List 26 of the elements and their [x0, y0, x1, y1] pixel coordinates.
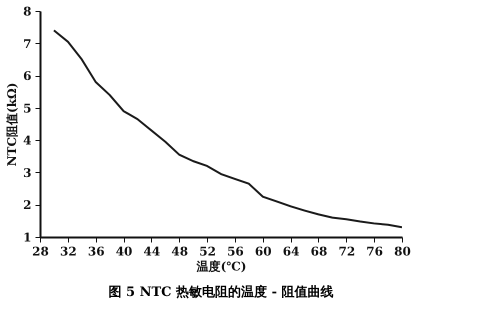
- x-tick-label: 76: [366, 244, 384, 258]
- x-tick-label: 40: [116, 244, 132, 258]
- x-tick-label: 56: [227, 244, 244, 258]
- y-tick-label: 2: [23, 198, 32, 212]
- text: 图 5 NTC 热敏电阻的温度 - 阻值曲线: [108, 284, 334, 300]
- x-tick-label: 32: [60, 244, 77, 258]
- y-tick-label: 1: [23, 230, 32, 244]
- x-tick-label: 48: [171, 244, 188, 258]
- x-axis-title: 温度(℃): [196, 260, 246, 274]
- x-tick-label: 72: [338, 244, 356, 258]
- y-tick-label: 7: [23, 36, 32, 51]
- x-tick-label: 28: [32, 244, 49, 258]
- x-tick-label: 52: [199, 244, 216, 258]
- y-tick-label: 8: [23, 4, 32, 18]
- y-axis-title: NTC阻值(kΩ): [5, 82, 20, 166]
- x-tick-label: 68: [310, 244, 328, 258]
- x-tick-label: 80: [394, 244, 411, 258]
- y-tick-label: 3: [23, 166, 32, 180]
- x-tick-label: 60: [254, 244, 272, 258]
- x-tick-label: 64: [282, 244, 300, 258]
- y-tick-label: 5: [23, 101, 32, 116]
- x-tick-label: 36: [88, 244, 105, 258]
- y-tick-label: 4: [23, 134, 32, 148]
- x-tick-label: 44: [144, 244, 160, 258]
- line-series: [52, 29, 402, 228]
- y-tick-label: 6: [23, 69, 32, 84]
